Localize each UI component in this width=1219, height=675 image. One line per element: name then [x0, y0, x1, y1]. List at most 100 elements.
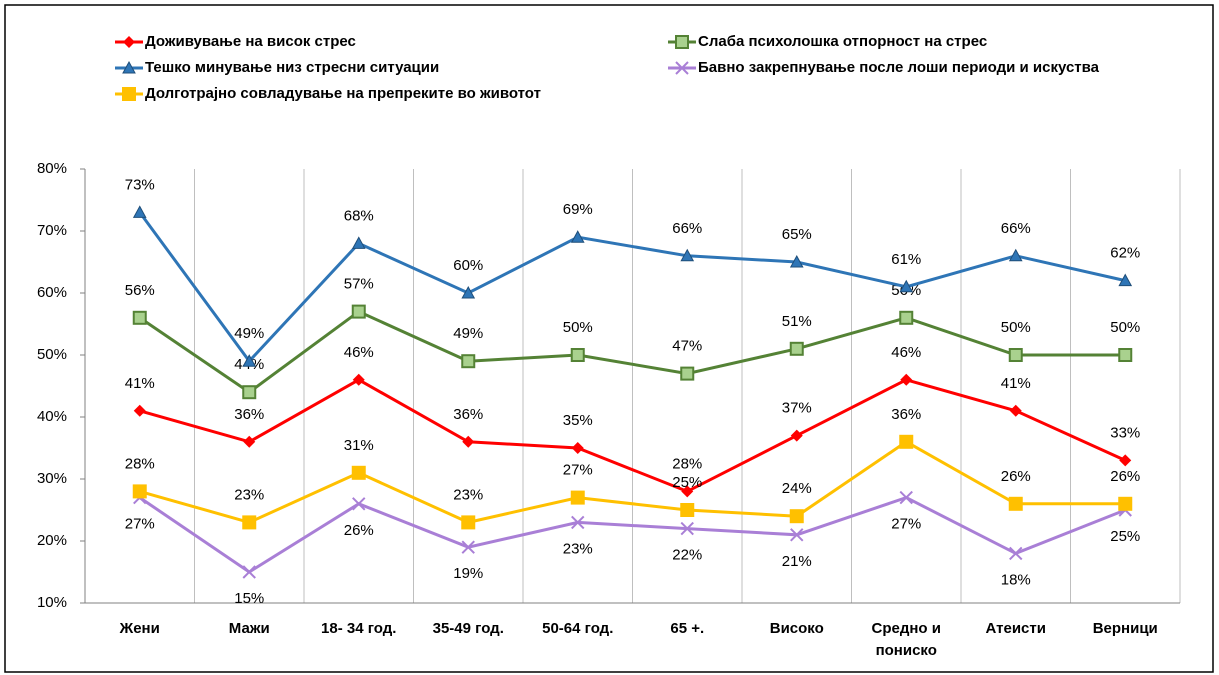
data-label: 66% [672, 220, 702, 237]
marker [133, 404, 146, 417]
marker [899, 490, 913, 505]
legend-label: Тешко минување низ стресни ситуации [145, 59, 439, 76]
data-label: 41% [1001, 375, 1031, 392]
legend-label: Доживување на висок стрес [145, 33, 356, 50]
y-tick-label: 20% [37, 532, 67, 549]
data-label: 26% [1110, 468, 1140, 485]
marker [1119, 454, 1132, 467]
data-label: 66% [1001, 220, 1031, 237]
data-label: 61% [891, 251, 921, 268]
marker [570, 490, 585, 505]
marker [680, 503, 695, 517]
data-label: 21% [782, 553, 812, 570]
marker [132, 310, 147, 325]
data-label: 27% [563, 462, 593, 479]
marker [790, 528, 804, 542]
marker [351, 236, 366, 249]
marker [132, 205, 147, 218]
data-label: 73% [125, 176, 155, 193]
data-label: 36% [453, 406, 483, 423]
marker [899, 279, 914, 293]
x-tick-label: Средно и пониско [871, 620, 941, 659]
marker [352, 373, 365, 386]
marker [351, 304, 366, 319]
marker [461, 354, 476, 369]
marker [1118, 348, 1133, 362]
data-label: 26% [1001, 468, 1031, 485]
data-label: 56% [125, 282, 155, 299]
marker [680, 521, 694, 536]
marker [123, 36, 135, 48]
marker [461, 285, 476, 299]
data-label: 27% [891, 516, 921, 533]
legend-label: Долготрајно совладување на препреките во… [145, 85, 541, 102]
data-label: 50% [1110, 319, 1140, 336]
data-label: 23% [563, 540, 593, 557]
data-label: 33% [1110, 424, 1140, 441]
marker [680, 366, 695, 381]
marker [790, 429, 803, 442]
y-tick-label: 70% [37, 222, 67, 239]
data-label: 60% [453, 257, 483, 274]
data-label: 23% [234, 486, 264, 503]
data-label: 15% [234, 590, 264, 607]
data-label: 62% [1110, 245, 1140, 262]
x-tick-label: Високо [769, 620, 824, 637]
marker [789, 509, 804, 524]
x-tick-label: 18- 34 год. [321, 620, 397, 637]
legend-label: Слаба психолошка отпорност на стрес [698, 33, 987, 50]
series-line [139, 378, 1126, 494]
series-line [138, 495, 1126, 574]
data-label: 46% [891, 344, 921, 361]
marker [352, 497, 366, 511]
data-label: 49% [453, 325, 483, 342]
data-label: 50% [1001, 319, 1031, 336]
marker [1118, 496, 1133, 511]
data-label: 23% [453, 486, 483, 503]
data-label: 41% [125, 375, 155, 392]
marker [242, 385, 257, 400]
series-line [139, 440, 1126, 524]
marker [900, 373, 913, 386]
data-label: 25% [1110, 528, 1140, 545]
marker [461, 515, 476, 530]
data-label: 24% [782, 480, 812, 497]
x-tick-label: Жени [119, 620, 160, 637]
marker [681, 485, 694, 498]
marker [461, 540, 475, 554]
data-label: 28% [125, 455, 155, 472]
data-label: 51% [782, 313, 812, 330]
data-label: 25% [672, 474, 702, 491]
data-label: 28% [672, 455, 702, 472]
data-label: 35% [563, 412, 593, 429]
x-tick-label: 50-64 год. [542, 620, 614, 637]
data-label: 22% [672, 547, 702, 564]
marker [1008, 348, 1023, 362]
marker [789, 341, 804, 356]
y-tick-label: 10% [37, 594, 67, 611]
marker [242, 515, 257, 530]
x-tick-label: 35-49 год. [432, 620, 504, 637]
data-label: 36% [234, 406, 264, 423]
y-tick-label: 60% [37, 284, 67, 301]
marker [1118, 273, 1133, 287]
marker [571, 442, 584, 454]
data-label: 27% [125, 516, 155, 533]
data-label: 50% [563, 319, 593, 336]
marker [132, 484, 147, 499]
marker [351, 465, 366, 480]
marker [899, 310, 914, 325]
marker [899, 434, 914, 449]
data-label: 69% [563, 201, 593, 218]
marker [789, 254, 804, 268]
marker [122, 87, 136, 101]
data-label: 47% [672, 338, 702, 355]
marker [571, 515, 585, 530]
data-label: 36% [891, 406, 921, 423]
x-tick-label: Атеисти [985, 620, 1046, 637]
data-label: 57% [344, 276, 374, 293]
legend-label: Бавно закрепнување после лоши периоди и … [698, 59, 1100, 76]
marker [1009, 546, 1023, 561]
